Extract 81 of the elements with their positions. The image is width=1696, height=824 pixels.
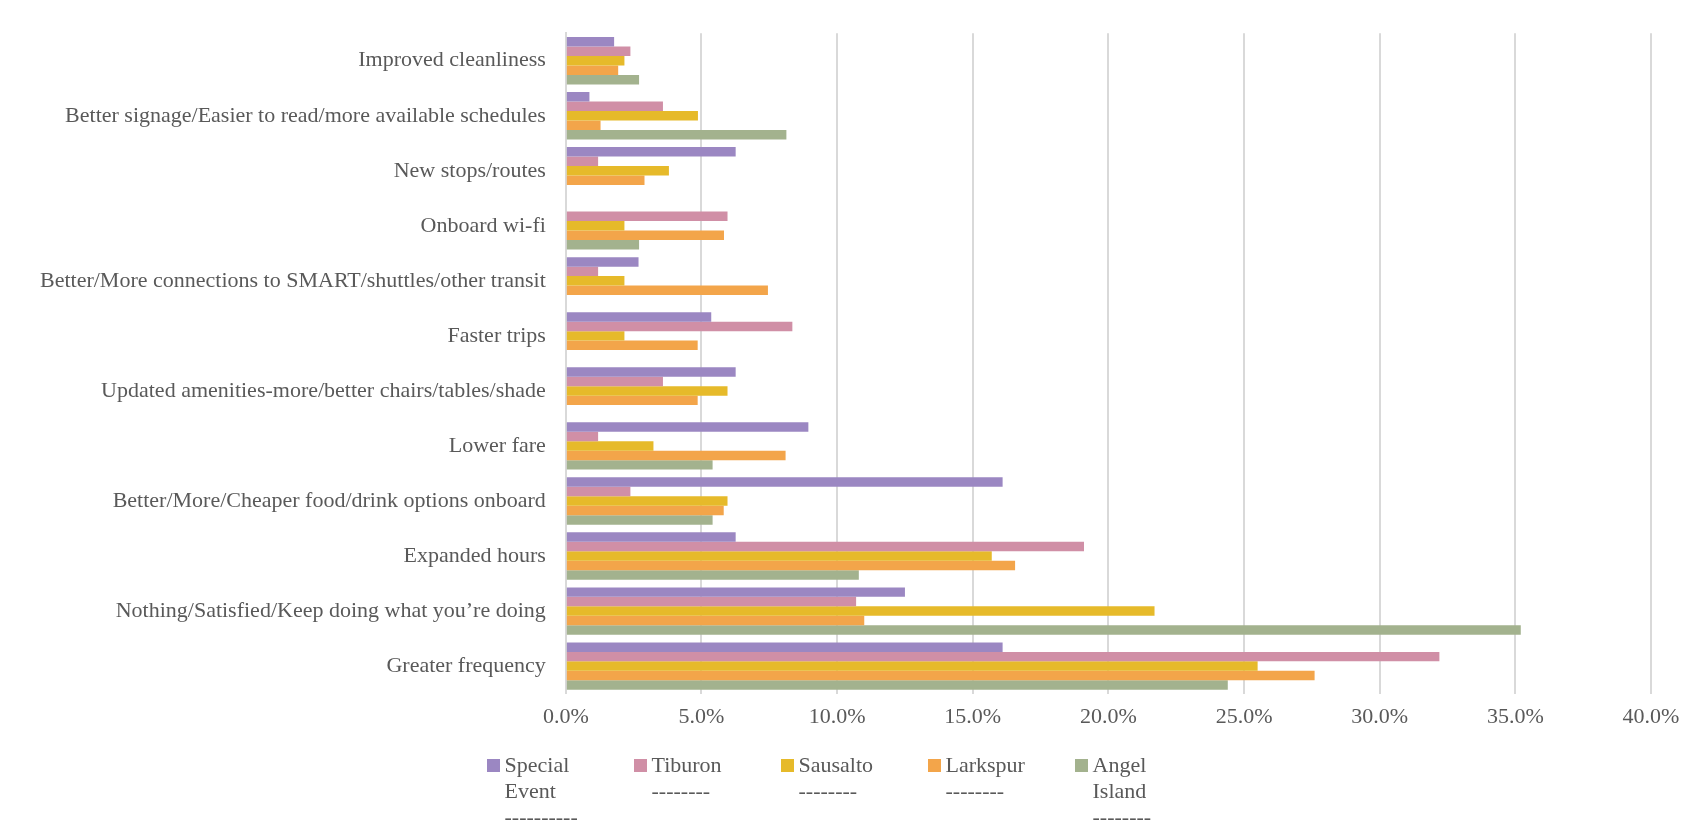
- y-tick-label: Expanded hours: [403, 541, 546, 567]
- bar: [566, 147, 736, 157]
- bar: [566, 175, 645, 185]
- y-tick-label: Nothing/Satisfied/Keep doing what you’re doing: [115, 596, 546, 622]
- bar: [566, 625, 1521, 635]
- bar: [566, 111, 698, 121]
- x-tick-label: 15.0%: [944, 702, 1002, 728]
- bar: [566, 541, 1084, 552]
- bar: [566, 230, 724, 241]
- bar: [566, 129, 787, 140]
- bar: [566, 257, 639, 267]
- bar: [566, 376, 663, 387]
- bar: [566, 477, 1003, 487]
- bar: [566, 596, 857, 607]
- bar: [566, 65, 619, 75]
- bar: [566, 211, 728, 222]
- bar: [566, 285, 768, 296]
- x-tick-label: 30.0%: [1351, 702, 1409, 728]
- x-tick-label: 5.0%: [678, 702, 725, 728]
- bar: [566, 221, 625, 231]
- x-tick-label: 0.0%: [542, 702, 589, 728]
- bar: [566, 101, 663, 112]
- x-tick-label: 20.0%: [1080, 702, 1137, 728]
- bar: [566, 431, 599, 442]
- bar: [566, 422, 809, 432]
- y-tick-label: Updated amenities-more/better chairs/tables/shade: [101, 376, 546, 402]
- y-tick-label: New stops/routes: [393, 156, 546, 182]
- bar: [566, 386, 728, 396]
- bar: [566, 367, 736, 377]
- y-tick-label: Lower fare: [448, 431, 546, 457]
- y-tick-label: Faster trips: [447, 321, 546, 347]
- x-tick-label: 25.0%: [1215, 702, 1273, 728]
- legend-label: Special Event ----------: [504, 752, 578, 824]
- y-tick-label: Improved cleanliness: [358, 46, 546, 72]
- bar: [566, 551, 992, 561]
- bar: [566, 55, 625, 66]
- bar: [566, 156, 599, 167]
- bar: [566, 395, 698, 406]
- bar: [566, 312, 712, 322]
- bar: [566, 46, 631, 56]
- bar: [566, 166, 669, 176]
- bar: [566, 331, 625, 341]
- bar: [566, 532, 736, 542]
- bar: [566, 120, 601, 130]
- bar: [566, 266, 599, 277]
- legend-label: Tiburon --------: [651, 752, 722, 803]
- bar: [566, 486, 631, 497]
- bar: [566, 450, 786, 461]
- bar: [566, 276, 625, 286]
- bar: [566, 651, 1440, 662]
- legend-label: Angel Island --------: [1092, 752, 1152, 824]
- bar: [566, 560, 1016, 571]
- bar: [566, 92, 590, 102]
- bar: [566, 74, 640, 85]
- x-tick-label: 35.0%: [1486, 702, 1544, 728]
- x-tick-label: 10.0%: [808, 702, 866, 728]
- bar: [566, 321, 793, 332]
- bar: [566, 606, 1155, 616]
- bar: [566, 680, 1228, 690]
- y-tick-label: Greater frequency: [386, 651, 546, 677]
- bar: [566, 515, 713, 525]
- x-tick-label: 40.0%: [1622, 702, 1680, 728]
- bar: [566, 570, 859, 580]
- bar: [566, 670, 1315, 681]
- bar: [566, 460, 713, 470]
- bar: [566, 496, 728, 506]
- y-tick-label: Better signage/Easier to read/more available schedules: [65, 101, 546, 127]
- bar: [566, 661, 1258, 671]
- bar: [566, 642, 1003, 652]
- bar: [566, 587, 905, 597]
- y-tick-label: Better/More connections to SMART/shuttles/other transit: [40, 266, 546, 292]
- bar: [566, 441, 654, 451]
- y-tick-label: Onboard wi-fi: [420, 211, 546, 237]
- bar: [566, 340, 698, 351]
- bar: [566, 615, 865, 626]
- legend-label: Larkspur --------: [945, 752, 1025, 803]
- bar: [566, 505, 724, 516]
- legend-label: Sausalto --------: [798, 752, 874, 803]
- bar: [566, 240, 640, 250]
- y-tick-label: Better/More/Cheaper food/drink options onboard: [112, 486, 546, 512]
- bar: [566, 37, 615, 47]
